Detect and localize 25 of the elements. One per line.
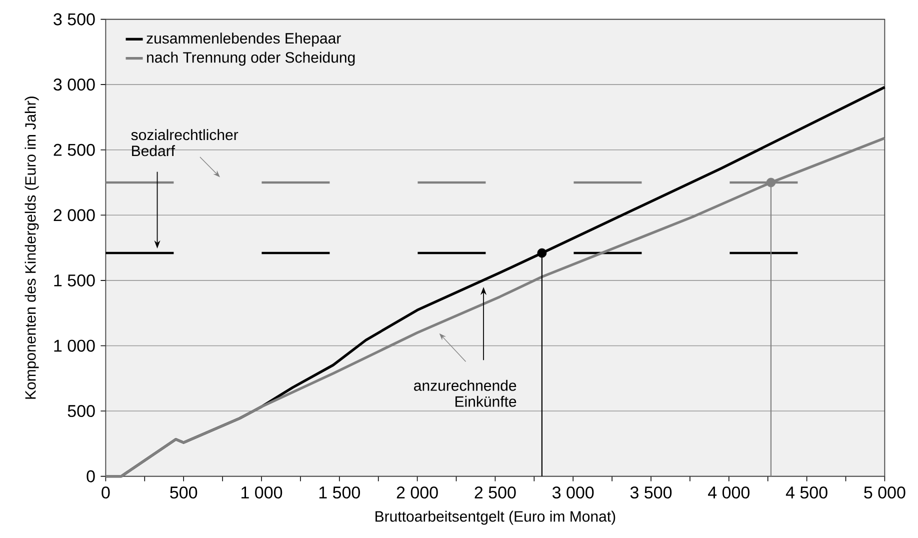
- legend-label: nach Trennung oder Scheidung: [147, 52, 355, 66]
- y-tick-label: 1 500: [54, 274, 95, 286]
- y-axis-title: Komponenten des Kindergelds (Euro im Jahr): [24, 96, 39, 399]
- y-tick-label: 3 000: [54, 78, 95, 91]
- x-tick-label: 1 000: [242, 486, 282, 499]
- x-tick-label: 2 500: [474, 486, 516, 499]
- x-tick-label: 1 500: [319, 486, 360, 499]
- y-tick-label: 2 500: [54, 144, 95, 156]
- y-tick-label: 2 000: [54, 209, 95, 222]
- x-tick-label: 5 000: [864, 486, 906, 499]
- legend-label: zusammenlebendes Ehepaar: [146, 32, 341, 47]
- x-axis-title: Bruttoarbeitsentgelt (Euro im Monat): [376, 510, 616, 525]
- y-tick-label: 1 000: [54, 340, 95, 352]
- x-tick-label: 3 500: [630, 486, 672, 499]
- y-tick-label: 0: [86, 470, 95, 482]
- x-tick-label: 2 000: [396, 486, 438, 499]
- x-tick-label: 500: [170, 486, 198, 499]
- x-tick-label: 4 500: [786, 486, 828, 499]
- annotation: sozialrechtlicher Bedarf: [131, 129, 238, 156]
- annotation: anzurechnende Einkünfte: [414, 380, 516, 407]
- y-tick-label: 500: [68, 404, 95, 418]
- x-tick-label: 4 000: [708, 486, 750, 499]
- x-tick-label: 3 000: [552, 486, 594, 499]
- x-tick-label: 0: [102, 486, 110, 499]
- y-tick-label: 3 500: [54, 13, 95, 26]
